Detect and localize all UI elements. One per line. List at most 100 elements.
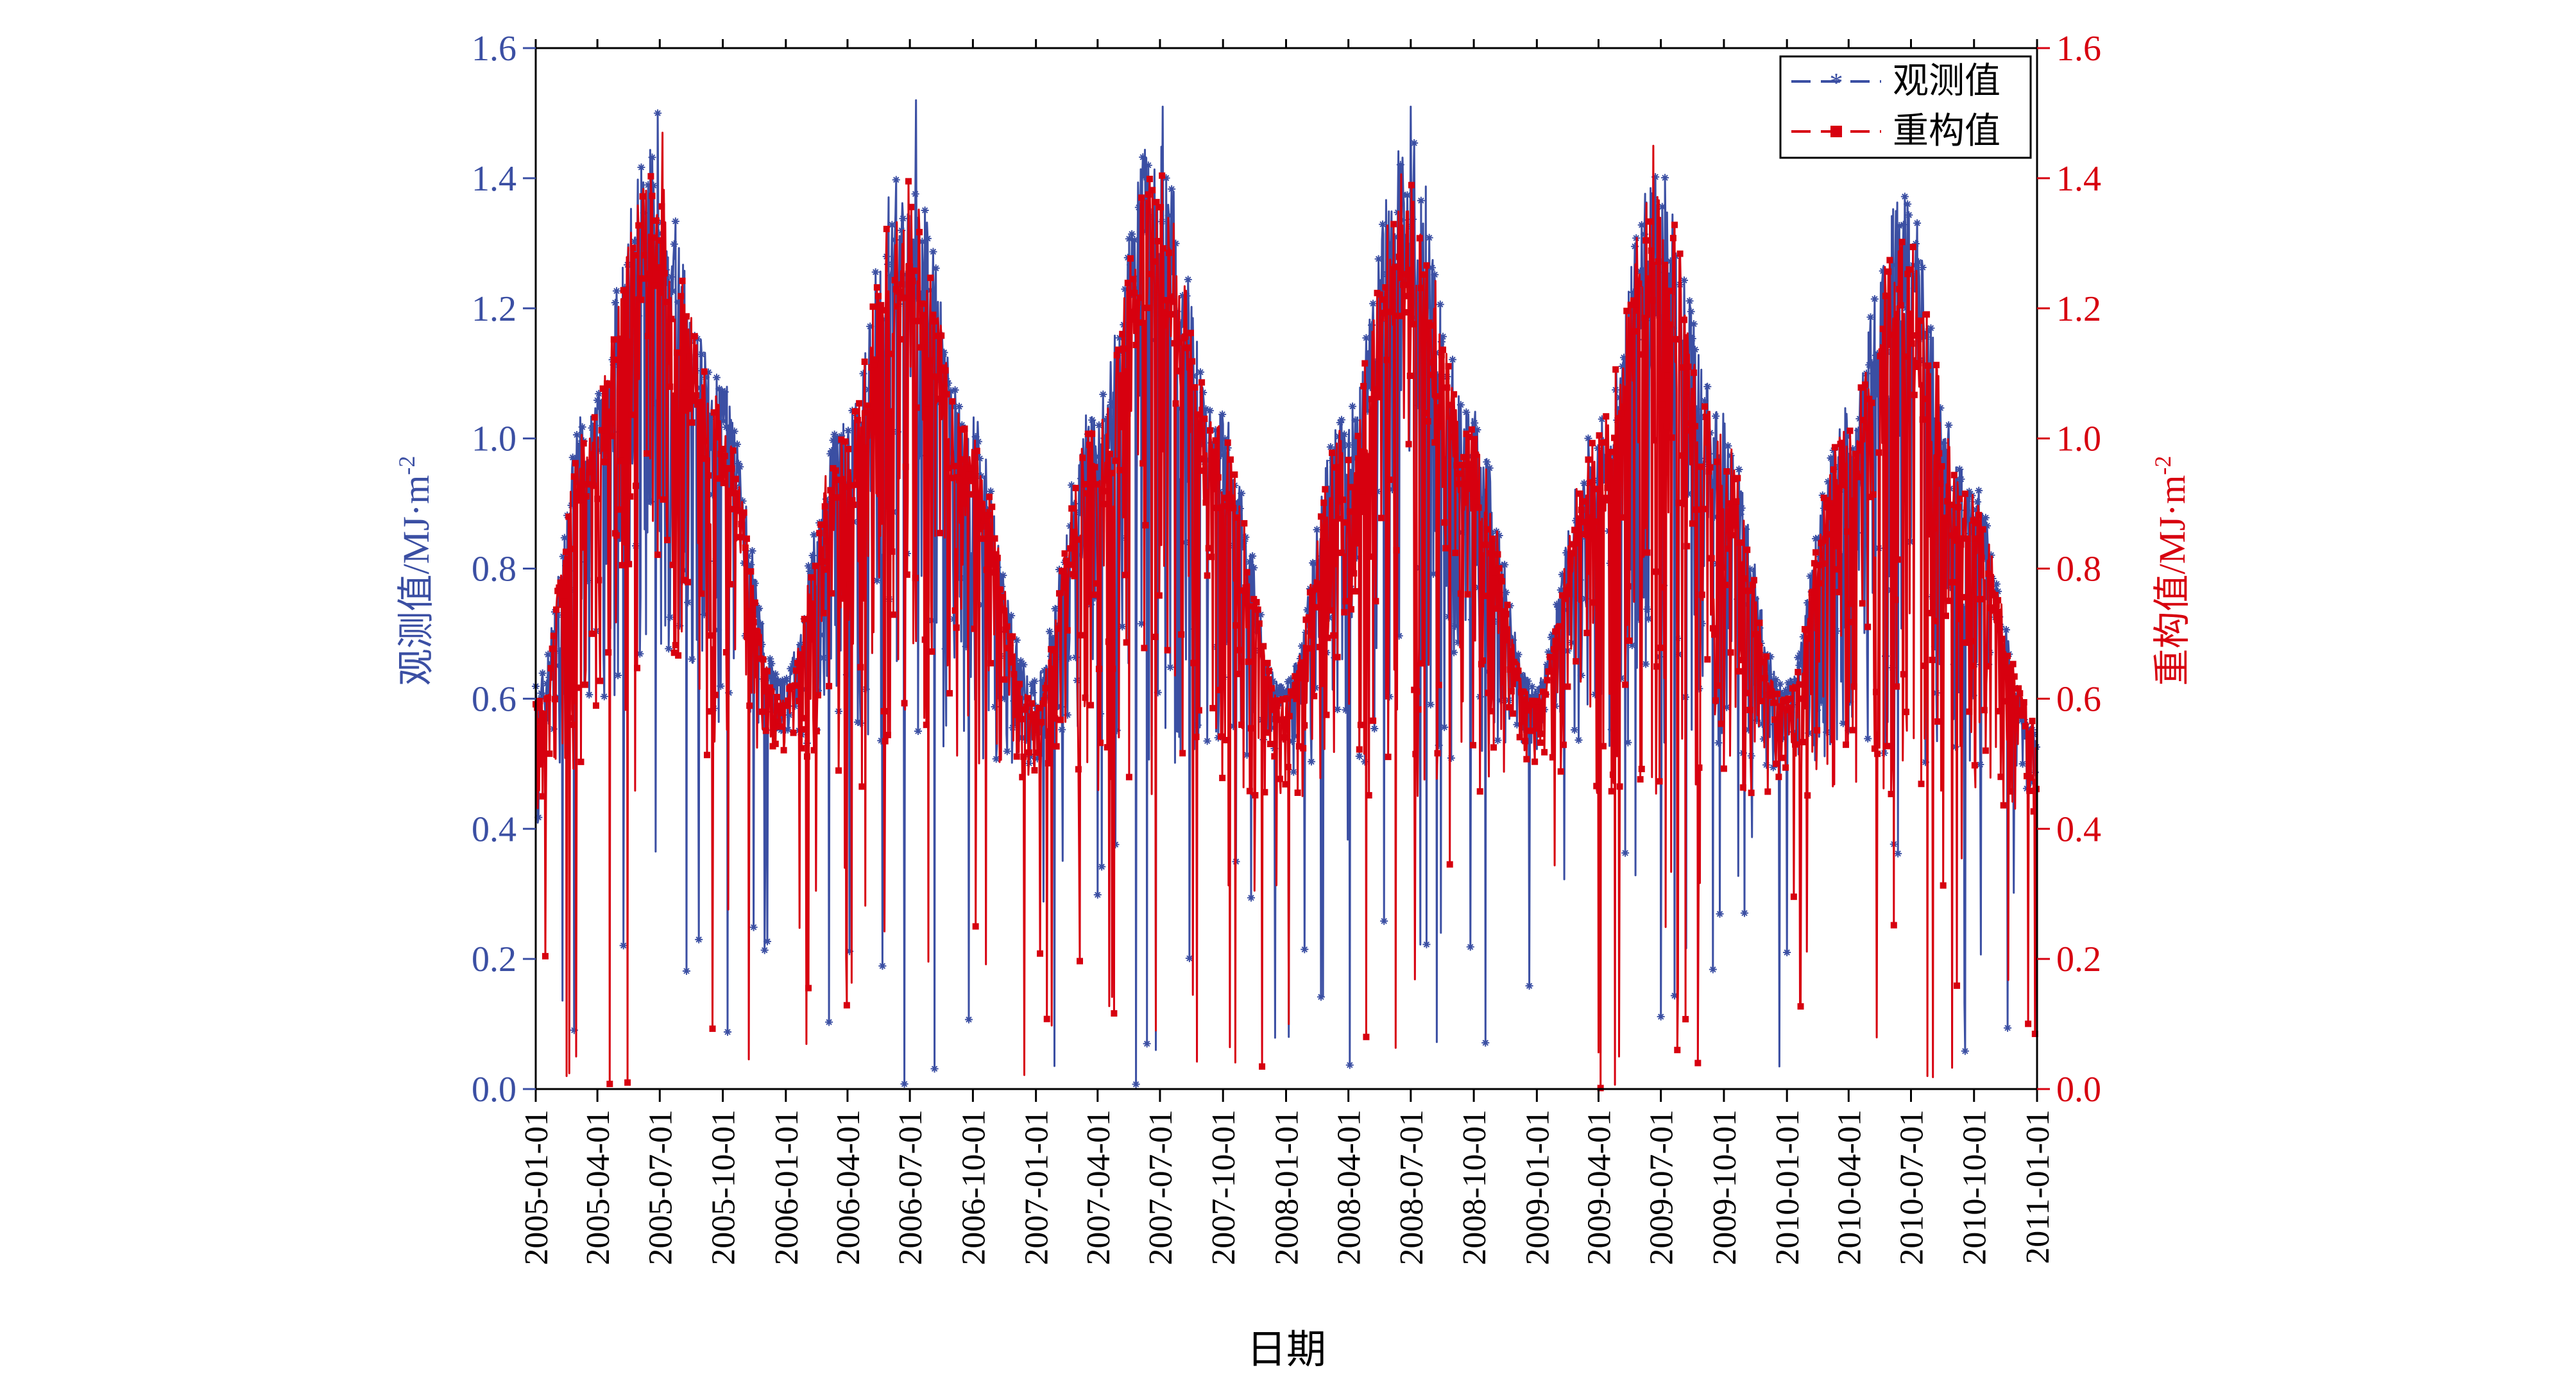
data-point	[1619, 514, 1626, 521]
data-point	[1286, 713, 1293, 720]
data-point	[1215, 474, 1222, 481]
data-point	[1247, 893, 1255, 902]
data-point	[1582, 530, 1589, 537]
data-point	[1439, 332, 1447, 341]
data-point	[1575, 524, 1582, 531]
data-point	[1841, 462, 1848, 469]
x-tick-label: 2010-04-01	[1831, 1110, 1868, 1265]
data-point	[1663, 423, 1670, 430]
data-point	[1361, 757, 1369, 766]
data-point	[551, 696, 558, 703]
data-point	[1053, 743, 1060, 750]
data-point	[1129, 308, 1136, 316]
data-point	[1503, 611, 1510, 618]
data-point	[636, 275, 644, 282]
data-point	[1130, 236, 1139, 244]
data-point	[1527, 727, 1534, 734]
data-point	[668, 316, 675, 323]
data-point	[1355, 752, 1363, 761]
data-point	[859, 369, 867, 378]
y-left-tick-label: 0.6	[472, 679, 516, 719]
data-point	[1071, 653, 1080, 661]
data-point	[1912, 364, 1919, 371]
data-point	[1587, 479, 1594, 486]
data-point	[1553, 600, 1561, 609]
data-point	[2029, 718, 2036, 725]
data-point	[903, 571, 910, 578]
data-point	[1061, 550, 1068, 557]
data-point	[1445, 363, 1452, 370]
x-tick-label: 2009-01-01	[1519, 1110, 1556, 1265]
data-point	[947, 387, 955, 395]
data-point	[1609, 771, 1616, 778]
data-point	[1107, 398, 1116, 406]
data-point	[1834, 566, 1841, 573]
data-point	[905, 178, 912, 185]
data-point	[1901, 353, 1908, 360]
data-point	[616, 506, 623, 513]
data-point	[1071, 573, 1078, 580]
data-point	[1580, 479, 1589, 487]
svg-text:重构值/MJ·m-2: 重构值/MJ·m-2	[2150, 456, 2193, 686]
data-point	[1999, 636, 2006, 643]
data-point	[1512, 654, 1520, 663]
data-point	[798, 745, 805, 752]
data-point	[1651, 173, 1660, 181]
data-point	[658, 203, 665, 210]
data-point	[1839, 719, 1847, 727]
data-point	[1345, 1061, 1354, 1069]
data-point	[610, 336, 617, 343]
data-point	[556, 647, 565, 655]
data-point	[1317, 513, 1324, 520]
data-point	[1789, 685, 1796, 692]
data-point	[838, 436, 845, 443]
data-point	[1050, 635, 1058, 643]
data-point	[585, 691, 593, 699]
data-point	[1041, 697, 1048, 704]
data-point	[632, 482, 639, 489]
data-point	[910, 267, 917, 275]
data-point	[1931, 643, 1939, 651]
data-point	[1088, 416, 1096, 424]
data-point	[1712, 697, 1719, 704]
data-point	[1467, 461, 1474, 468]
data-point	[573, 430, 581, 439]
data-point	[679, 277, 686, 284]
data-point	[656, 264, 663, 271]
data-point	[998, 593, 1005, 600]
data-point	[708, 491, 717, 499]
data-point	[1322, 486, 1329, 493]
data-point	[1446, 861, 1453, 868]
data-point	[1262, 662, 1270, 670]
data-point	[1086, 441, 1093, 448]
data-point	[1160, 245, 1167, 252]
data-point	[1680, 276, 1688, 285]
data-point	[592, 702, 599, 709]
data-point	[766, 655, 774, 663]
data-point	[1665, 272, 1673, 280]
data-point	[1907, 318, 1914, 325]
y-right-tick-label: 1.2	[2056, 289, 2101, 329]
data-point	[748, 547, 756, 555]
data-point	[1941, 459, 1950, 468]
legend-box	[1779, 55, 2032, 159]
data-point	[1284, 763, 1292, 770]
data-point	[1143, 305, 1150, 312]
data-point	[565, 513, 572, 520]
data-point	[2000, 802, 2007, 809]
data-point	[966, 574, 975, 582]
data-point	[1509, 710, 1516, 717]
data-point	[1078, 632, 1085, 639]
data-point	[1644, 614, 1653, 623]
data-point	[1881, 381, 1888, 388]
data-point	[1374, 255, 1383, 263]
data-point	[681, 545, 689, 553]
data-point	[1317, 993, 1325, 1001]
data-point	[1804, 792, 1811, 799]
data-point	[932, 373, 939, 380]
data-point	[1051, 605, 1059, 613]
data-point	[1538, 731, 1545, 738]
data-point	[1592, 504, 1601, 512]
data-point	[682, 967, 690, 975]
data-point	[797, 651, 804, 658]
